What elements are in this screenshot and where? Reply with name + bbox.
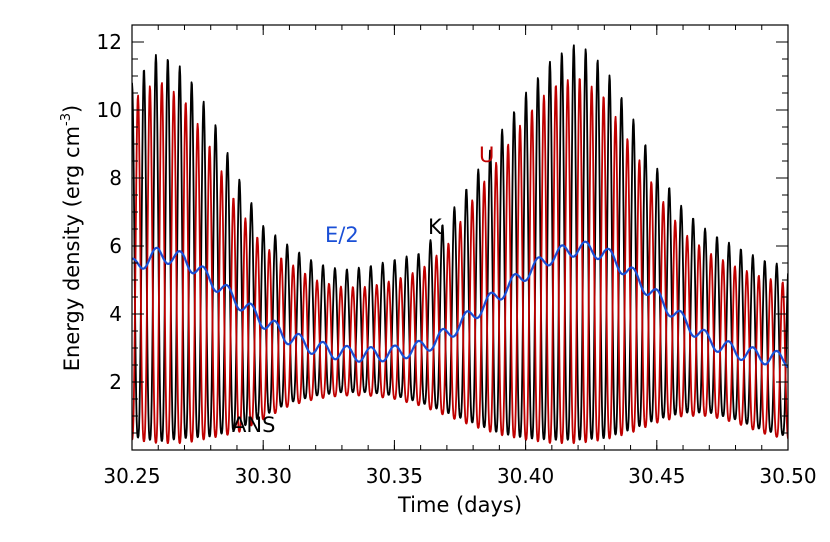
y-axis-title: Energy density (erg cm-3) <box>59 105 84 371</box>
x-tick-label: 30.35 <box>366 464 423 488</box>
x-tick-label: 30.50 <box>759 464 816 488</box>
plot-frame <box>131 24 789 451</box>
x-axis-title: Time (days) <box>397 493 522 517</box>
y-axis-title-main: Energy density (erg cm <box>60 126 84 371</box>
y-axis-title-superscript: -3 <box>59 113 74 126</box>
annotation-K: K <box>428 215 443 239</box>
annotation-ANS: ANS <box>232 413 275 437</box>
y-tick-label: 10 <box>97 98 122 122</box>
x-tick-label: 30.30 <box>235 464 292 488</box>
y-tick-label: 12 <box>97 30 122 54</box>
x-tick-label: 30.25 <box>103 464 160 488</box>
y-tick-label: 4 <box>109 302 122 326</box>
y-tick-label: 6 <box>109 234 122 258</box>
x-tick-label: 30.45 <box>628 464 685 488</box>
y-tick-label: 8 <box>109 166 122 190</box>
ticks-layer: 30.25 30.30 30.35 30.40 30.45 30.50 2 4 6 8 10 12 <box>97 24 817 488</box>
data-layer <box>132 44 788 445</box>
y-axis-title-close: ) <box>60 105 84 113</box>
y-tick-label: 2 <box>109 370 122 394</box>
series-line-e-half2 <box>132 240 788 369</box>
annotation-E-half: E/2 <box>325 223 359 247</box>
series-line-u <box>132 78 788 445</box>
series-line-k <box>132 44 788 442</box>
annotation-U: U <box>479 143 494 167</box>
x-tick-label: 30.40 <box>497 464 554 488</box>
